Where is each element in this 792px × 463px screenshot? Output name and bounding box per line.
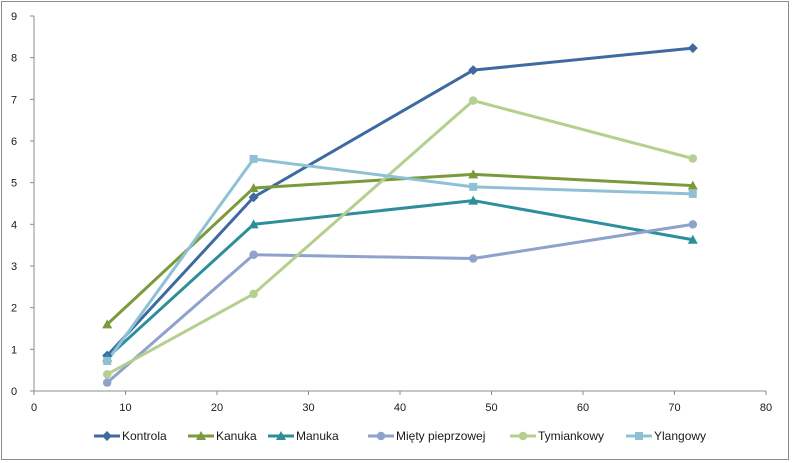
series-4-line (106, 99, 694, 376)
series-3-point (249, 250, 258, 259)
x-tick-label: 10 (119, 402, 131, 414)
legend-item: Tymiankowy (510, 429, 604, 443)
legend-item: Kontrola (94, 429, 167, 443)
legend-label: Ylangowy (654, 429, 706, 443)
series-2-line (106, 199, 694, 359)
y-tick-label: 1 (11, 344, 17, 356)
series-3-line (106, 222, 694, 384)
legend-marker (276, 431, 286, 440)
y-tick-label: 2 (11, 303, 17, 315)
y-tick-label: 4 (11, 219, 17, 231)
legend-label: Tymiankowy (538, 429, 604, 443)
legend-marker (102, 431, 112, 441)
series-1-point (687, 180, 698, 190)
y-tick-label: 9 (11, 11, 17, 23)
y-tick-label: 0 (11, 386, 17, 398)
series-1-point (102, 319, 113, 329)
y-tick-label: 7 (11, 94, 17, 106)
series-0-point (468, 65, 479, 76)
legend-marker (196, 431, 206, 440)
series-2-point (687, 234, 698, 244)
x-tick-label: 50 (485, 402, 497, 414)
legend-item: Ylangowy (626, 429, 706, 443)
series-5-point (688, 189, 697, 198)
legend-item: Manuka (268, 429, 339, 443)
legend-item: Kanuka (188, 429, 257, 443)
legend-marker (635, 432, 643, 440)
y-tick-label: 5 (11, 178, 17, 190)
series-1-point (248, 183, 259, 193)
series-5-point (249, 154, 258, 163)
x-tick-label: 80 (760, 402, 772, 414)
legend: Kontrola Kanuka Manuka Mięty pieprzowej Tymi… (94, 429, 706, 443)
series-1-line (106, 172, 693, 326)
y-tick-label: 6 (11, 136, 17, 148)
series-2-point (248, 219, 259, 229)
x-tick-label: 30 (302, 402, 314, 414)
x-tick-label: 70 (668, 402, 680, 414)
legend-label: Manuka (296, 429, 339, 443)
series-3-point (468, 254, 478, 263)
series-markers (102, 43, 698, 387)
x-tick-label: 0 (31, 402, 37, 414)
legend-marker (518, 431, 528, 441)
series-0-point (248, 192, 259, 203)
axes: 0 1 2 3 4 5 6 7 8 9 0 10 20 30 40 50 60 70 80 (11, 11, 772, 414)
x-tick-label: 20 (211, 402, 223, 414)
y-tick-label: 3 (11, 261, 17, 273)
series-1-point (468, 169, 479, 179)
series-2-point (468, 195, 479, 205)
series-4-point (102, 370, 112, 379)
x-tick-label: 40 (394, 402, 406, 414)
legend-item: Mięty pieprzowej (368, 429, 485, 443)
series-lines (105, 46, 694, 384)
series-5-point (469, 182, 478, 191)
series-4-point (688, 154, 698, 163)
series-5-line (105, 157, 693, 362)
y-tick-label: 8 (11, 53, 17, 65)
series-3-point (688, 220, 698, 229)
legend-label: Kontrola (122, 429, 167, 443)
series-5-point (103, 357, 112, 365)
series-3-point (102, 378, 112, 387)
legend-marker (376, 431, 386, 441)
series-0-line (106, 46, 693, 357)
legend-label: Kanuka (216, 429, 257, 443)
series-4-point (468, 96, 478, 105)
x-tick-label: 60 (577, 402, 589, 414)
series-0-point (687, 43, 698, 54)
legend-label: Mięty pieprzowej (396, 429, 485, 443)
series-4-point (249, 289, 258, 299)
